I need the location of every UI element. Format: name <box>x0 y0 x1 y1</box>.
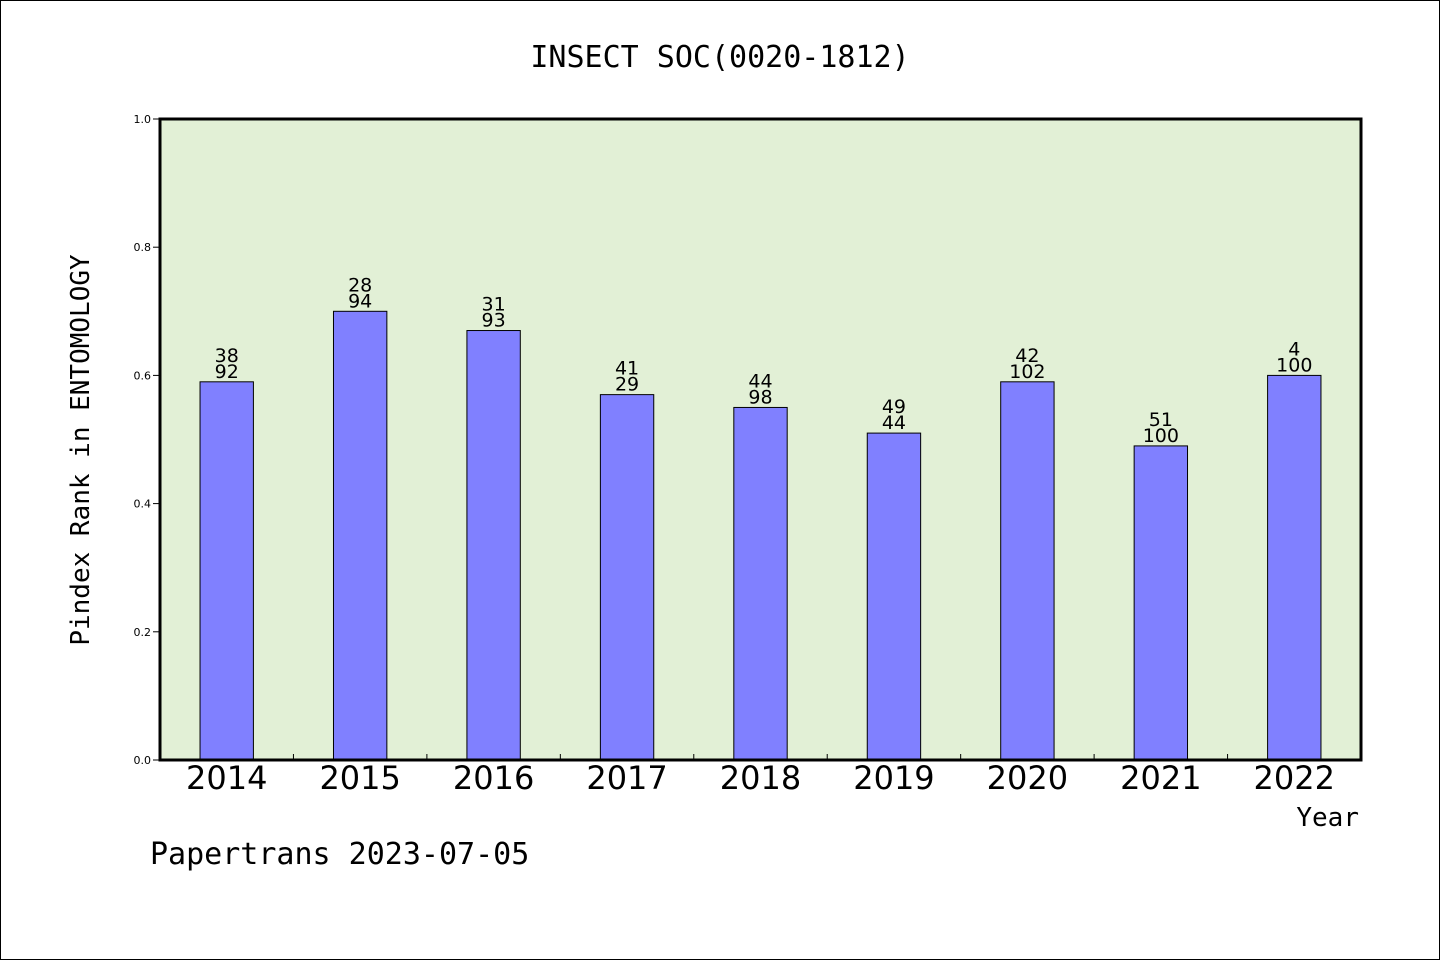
bar-2016 <box>466 330 521 761</box>
bar-label-bottom: 102 <box>1009 361 1045 383</box>
bar-label-top: 31 <box>482 294 506 316</box>
bar-label-top: 42 <box>1015 345 1039 367</box>
bar-label-top: 51 <box>1149 409 1173 431</box>
y-tick-label: 0.6 <box>134 369 152 382</box>
x-tick-label: 2021 <box>1120 759 1201 797</box>
y-tick-label: 1.0 <box>134 113 152 126</box>
bar-label-bottom: 44 <box>882 412 906 434</box>
bar-2015 <box>332 310 388 761</box>
plot-border <box>158 117 1363 762</box>
bar-2019 <box>866 432 922 761</box>
x-tick-label: 2015 <box>319 759 400 797</box>
x-tick-label: 2018 <box>720 759 801 797</box>
bar-label-bottom: 92 <box>215 361 239 383</box>
y-axis-label: Pindex Rank in ENTOMOLOGY <box>66 254 96 646</box>
y-tick-label: 0.8 <box>134 241 152 254</box>
bar-label-top: 4 <box>1288 338 1300 360</box>
y-axis: 0.0 0.2 0.4 0.6 0.8 1.0 <box>134 113 160 767</box>
bar-2017 <box>599 394 655 761</box>
bar-label-bottom: 94 <box>348 290 372 312</box>
bar-2021 <box>1133 445 1189 761</box>
x-tick-label: 2014 <box>186 759 267 797</box>
x-axis-label: Year <box>1296 803 1359 833</box>
x-tick-label: 2017 <box>586 759 667 797</box>
bar-label-top: 41 <box>615 358 639 380</box>
y-tick-label: 0.4 <box>134 498 152 511</box>
y-tick-label: 0.0 <box>134 754 152 767</box>
bar-2018 <box>733 406 788 761</box>
x-tick-label: 2022 <box>1254 759 1335 797</box>
bar-label-bottom: 100 <box>1276 354 1312 376</box>
x-tick-label: 2019 <box>853 759 934 797</box>
x-axis: 2014 2015 2016 2017 2018 2019 2020 2021 2022 <box>186 754 1335 797</box>
bars <box>199 310 1322 761</box>
x-tick-label: 2020 <box>987 759 1068 797</box>
bar-label-bottom: 100 <box>1143 425 1179 447</box>
bar-2022 <box>1267 374 1322 761</box>
y-tick-label: 0.2 <box>134 626 152 639</box>
footer-note: Papertrans 2023-07-05 <box>150 837 529 872</box>
bar-label-top: 28 <box>348 274 372 296</box>
bar-label-bottom: 98 <box>748 386 772 408</box>
bar-label-top: 38 <box>215 345 239 367</box>
bar-label-bottom: 29 <box>615 374 639 396</box>
bar-label-top: 44 <box>748 370 772 392</box>
bar-label-top: 49 <box>882 396 906 418</box>
bar-label-bottom: 93 <box>482 310 506 332</box>
x-tick-label: 2016 <box>453 759 534 797</box>
bar-2020 <box>1000 381 1055 761</box>
chart-title: INSECT SOC(0020-1812) <box>530 40 909 75</box>
bar-2014 <box>199 381 254 761</box>
